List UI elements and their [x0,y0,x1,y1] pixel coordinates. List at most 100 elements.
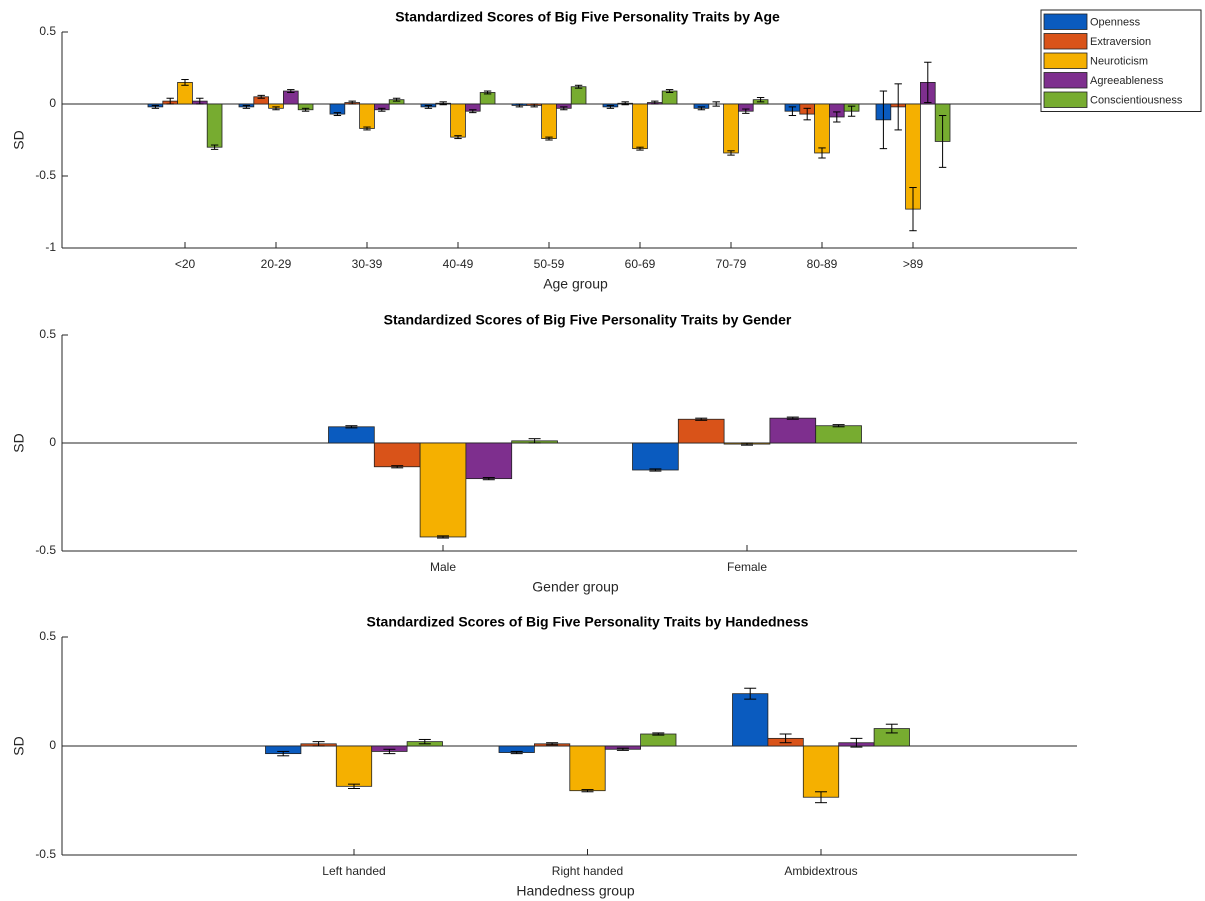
bar [632,442,679,471]
x-tick-label: Right handed [552,864,623,878]
bar [465,442,513,480]
error-bar [437,535,449,539]
x-axis-label: Handedness group [516,883,635,899]
y-tick-label: 0.5 [39,629,56,643]
error-bar [210,144,219,150]
bar [206,103,223,148]
error-bar [166,97,174,105]
error-bar [510,750,523,755]
error-bar [560,106,568,111]
error-bar [348,100,356,105]
error-bar [574,84,583,89]
bar [328,426,375,444]
error-bar [242,104,251,109]
error-bar [850,737,863,748]
error-bar [312,741,325,747]
legend-swatch [1043,52,1088,69]
error-bar [649,468,662,472]
legend-label: Neuroticism [1090,56,1148,68]
bar [661,90,678,105]
error-bar [391,465,404,469]
legend-label: Openness [1090,17,1141,29]
y-tick-label: -1 [45,240,56,254]
bar [640,733,677,747]
error-bar [616,747,629,751]
x-tick-label: 70-79 [716,257,747,271]
bar [815,425,862,444]
error-bar [833,111,841,123]
error-bar [301,107,310,112]
error-bar [424,104,433,109]
error-bar [786,416,799,420]
x-axis-label: Age group [543,276,608,292]
error-bar [483,90,492,95]
error-bar [879,90,888,150]
y-tick-label: 0 [49,96,56,110]
error-bar [530,103,538,108]
error-bar [652,732,665,736]
chart-title: Standardized Scores of Big Five Personal… [395,9,780,25]
chart-title: Standardized Scores of Big Five Personal… [367,614,809,630]
error-bar [697,106,706,111]
error-bar [744,687,757,700]
error-bar [277,750,290,757]
x-axis-label: Gender group [532,579,619,595]
error-bar [181,79,189,86]
x-tick-label: Left handed [322,864,385,878]
bar [373,442,421,468]
error-bar [454,135,462,140]
error-bar [378,107,386,112]
bar [419,442,467,538]
error-bar [528,438,541,444]
error-bar [392,97,401,102]
error-bar [938,115,947,168]
x-tick-label: >89 [903,257,924,271]
subplot: Standardized Scores of Big Five Personal… [11,9,1077,292]
error-bar [885,723,898,734]
y-tick-label: 0.5 [39,24,56,38]
error-bar [924,61,932,104]
y-tick-label: 0 [49,738,56,752]
bar [335,745,373,787]
x-tick-label: 20-29 [261,257,292,271]
error-bar [363,126,371,131]
legend-swatch [1043,72,1088,89]
error-bar [742,108,750,114]
bar [632,103,648,150]
error-bar [418,738,431,745]
error-bar [287,89,295,93]
error-bar [439,101,447,106]
x-tick-label: 40-49 [443,257,474,271]
error-bar [581,789,594,793]
x-tick-label: Male [430,560,456,574]
bar [359,103,375,129]
y-tick-label: -0.5 [35,543,56,557]
chart-title: Standardized Scores of Big Five Personal… [384,312,792,328]
legend-label: Conscientiousness [1090,95,1183,107]
error-bar [665,89,674,93]
error-bar [345,425,358,429]
error-bar [383,748,396,755]
legend-swatch [1043,33,1088,50]
error-bar [695,417,708,421]
error-bar [832,424,845,428]
error-bar [469,109,477,114]
bar [802,745,840,798]
error-bar [546,742,559,746]
error-bar [621,101,629,106]
error-bar [909,187,917,232]
bar [570,86,587,105]
error-bar [606,104,615,109]
error-bar [196,97,204,105]
x-tick-label: Ambidextrous [784,864,857,878]
x-tick-label: 80-89 [807,257,838,271]
error-bar [333,112,342,117]
error-bar [482,477,495,481]
error-bar [651,100,659,105]
error-bar [741,442,753,446]
bar [282,90,299,105]
bar [732,693,769,747]
error-bar [727,150,735,156]
legend: Openness Extraversion Neuroticism Agreeable… [1040,9,1202,112]
